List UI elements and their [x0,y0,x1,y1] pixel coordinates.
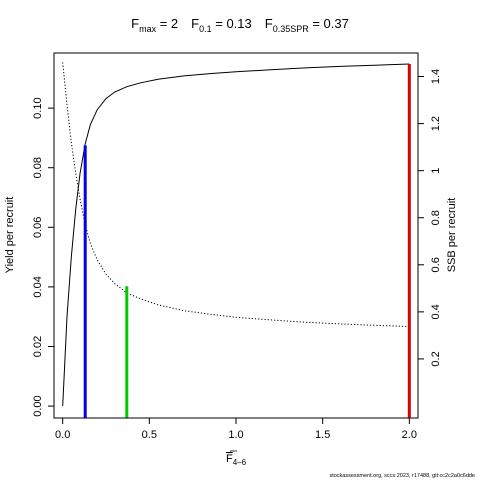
series-layer [62,62,410,407]
y-right-tick-label: 0.6 [430,257,442,272]
y-axis-left-label: Yield per recruit [4,197,16,274]
x-axis-label-text: F4–6 [226,453,247,467]
footer-text: stockassessment.org, sccs:2023, r17488, … [329,473,475,479]
x-axis: 0.0 0.5 1.0 1.5 2.0 [55,417,417,441]
y-right-tick-label: 0.2 [430,351,442,366]
y-right-tick-label: 0.4 [430,304,442,319]
y-right-tick-label: 1.4 [430,69,442,84]
title-value: = 0.37 [309,16,349,31]
title-part: F [178,16,199,31]
y-left-tick-label: 0.02 [32,336,44,357]
title-part: F [131,16,139,31]
x-label-subscript: 4–6 [233,458,247,467]
y-left-tick-label: 0.06 [32,217,44,238]
y-right-tick-label: 1 [430,168,442,174]
title-subscript: max [139,24,157,34]
y-right-tick-label: 0.8 [430,210,442,225]
x-tick-label: 0.5 [142,429,157,441]
ssb-per-recruit-line [62,62,410,327]
y-left-tick-label: 0.04 [32,276,44,297]
y-left-tick-label: 0.08 [32,157,44,178]
plot-box [53,52,419,419]
chart-title: Fmax = 2 F0.1 = 0.13 F0.35SPR = 0.37 [131,16,349,34]
y-axis-left: 0.00 0.02 0.04 0.06 0.08 0.10 [32,97,54,417]
title-subscript: 0.35SPR [273,24,310,34]
title-subscript: 0.1 [199,24,212,34]
x-label-main: F [226,453,233,465]
title-text: Fmax = 2 F0.1 = 0.13 F0.35SPR = 0.37 [131,16,349,34]
x-tick-label: 2.0 [402,429,417,441]
y-right-tick-label: 1.2 [430,116,442,131]
x-tick-label: 1.5 [315,429,330,441]
y-left-tick-label: 0.00 [32,395,44,416]
reference-lines [83,64,411,418]
x-axis-label: F4–6 [226,450,247,467]
title-value: = 2 [156,16,178,31]
title-part: F [252,16,273,31]
title-value: = 0.13 [212,16,252,31]
y-left-tick-label: 0.10 [32,97,44,118]
x-tick-label: 1.0 [228,429,243,441]
y-axis-right: 0.2 0.4 0.6 0.8 1 1.2 1.4 [418,69,442,367]
y-axis-right-label: SSB per recruit [446,198,458,273]
plot-frame [53,52,419,419]
x-tick-label: 0.0 [55,429,70,441]
yield-per-recruit-line [62,63,410,407]
